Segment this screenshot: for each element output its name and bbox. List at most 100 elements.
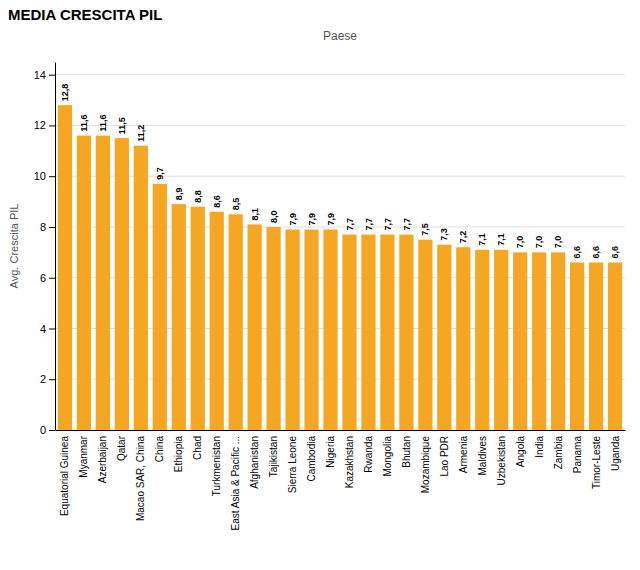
tick: Azerbaijan xyxy=(97,430,108,483)
axis-line xyxy=(55,63,56,431)
tick-label: Maldives xyxy=(477,436,488,475)
bar xyxy=(570,262,584,430)
tick: Qatar xyxy=(116,430,127,461)
tick: China xyxy=(154,430,165,462)
tick: Zambia xyxy=(553,430,564,469)
tick: Armenia xyxy=(458,430,469,473)
data-label: 8,0 xyxy=(269,210,279,223)
tick: Maldives xyxy=(477,430,488,475)
tick: Angola xyxy=(515,430,526,467)
tick-label: Rwanda xyxy=(363,436,374,473)
tick-label: Uzbekistan xyxy=(496,436,507,485)
data-label: 7,3 xyxy=(439,228,449,241)
tick-label: Lao PDR xyxy=(439,436,450,477)
tick-label: Cambodia xyxy=(306,436,317,482)
data-label: 7,1 xyxy=(477,233,487,246)
tick: 14 xyxy=(34,69,55,81)
tick: Tajikistan xyxy=(268,430,279,477)
bar xyxy=(77,136,91,430)
tick-mark xyxy=(49,227,55,228)
bar xyxy=(456,247,470,430)
tick: 0 xyxy=(40,424,55,436)
tick: Macao SAR, China xyxy=(135,430,146,521)
data-label: 8,8 xyxy=(193,190,203,203)
tick-label: Bhutan xyxy=(401,436,412,468)
tick: Ethiopia xyxy=(173,430,184,472)
tick-label: 10 xyxy=(34,170,46,182)
tick-label: India xyxy=(534,436,545,458)
tick-label: Chad xyxy=(192,436,203,460)
tick-label: Uganda xyxy=(610,436,621,471)
bar xyxy=(551,252,565,430)
data-label: 7,7 xyxy=(345,218,355,231)
tick: East Asia & Pacific ... xyxy=(230,430,241,530)
data-label: 8,6 xyxy=(212,195,222,208)
tick: Mozambique xyxy=(420,430,431,493)
tick-mark xyxy=(49,125,55,126)
bar xyxy=(304,230,318,430)
bar xyxy=(210,212,224,430)
tick-mark xyxy=(49,430,55,431)
tick: Bhutan xyxy=(401,430,412,468)
data-label: 7,0 xyxy=(515,236,525,249)
bar xyxy=(266,227,280,430)
tick: Equatorial Guinea xyxy=(59,430,70,516)
bar xyxy=(361,235,375,430)
data-label: 11,6 xyxy=(79,115,89,132)
tick-label: 14 xyxy=(34,69,46,81)
data-label: 6,6 xyxy=(572,246,582,259)
data-label: 8,5 xyxy=(231,198,241,211)
axis-line xyxy=(56,430,626,431)
tick: 12 xyxy=(34,119,55,131)
chart-container: MEDIA CRESCITA PIL02468101214Equatorial … xyxy=(0,0,640,570)
tick-label: Qatar xyxy=(116,435,127,461)
data-label: 7,7 xyxy=(383,218,393,231)
tick: 6 xyxy=(40,272,55,284)
data-label: 12,8 xyxy=(60,84,70,102)
tick-mark xyxy=(49,75,55,76)
plot-area: 0 2 4 6 8 10 12 14 Equatorial Guinea Myanmar Azerb… xyxy=(34,63,626,531)
bar xyxy=(437,245,451,430)
tick: Mongolia xyxy=(382,430,393,477)
bar xyxy=(608,262,622,430)
bar xyxy=(229,214,243,430)
bar xyxy=(589,262,603,430)
bar xyxy=(475,250,489,430)
tick: 2 xyxy=(40,373,55,385)
tick-label: 4 xyxy=(40,323,46,335)
tick-mark xyxy=(49,176,55,177)
tick-label: Myanmar xyxy=(78,435,89,477)
tick: Nigeria xyxy=(325,430,336,468)
data-label: 9,7 xyxy=(155,167,165,180)
bar xyxy=(342,235,356,430)
bar xyxy=(172,204,186,430)
tick-label: 6 xyxy=(40,272,46,284)
bar xyxy=(153,184,167,430)
tick-mark xyxy=(49,379,55,380)
tick-label: 8 xyxy=(40,221,46,233)
grid xyxy=(55,75,625,430)
tick: Lao PDR xyxy=(439,430,450,477)
tick-label: 2 xyxy=(40,373,46,385)
tick: Uzbekistan xyxy=(496,430,507,485)
bar xyxy=(399,235,413,430)
bar xyxy=(285,230,299,430)
data-labels: 12,811,611,611,511,29,78,98,88,68,58,18,… xyxy=(60,84,620,259)
data-label: 7,9 xyxy=(307,213,317,226)
tick-label: Timor-Leste xyxy=(591,436,602,489)
data-label: 7,7 xyxy=(364,218,374,231)
data-label: 11,2 xyxy=(136,125,146,142)
tick-label: Tajikistan xyxy=(268,436,279,477)
bar xyxy=(323,230,337,430)
tick: 4 xyxy=(40,323,55,335)
tick-label: Panama xyxy=(572,436,583,474)
tick: 10 xyxy=(34,170,55,182)
tick: Uganda xyxy=(610,430,621,471)
tick: Afghanistan xyxy=(249,430,260,489)
tick-label: Mongolia xyxy=(382,436,393,477)
tick-label: Sierra Leone xyxy=(287,436,298,494)
data-label: 6,6 xyxy=(610,246,620,259)
tick: Kazakhstan xyxy=(344,430,355,488)
tick-label: Zambia xyxy=(553,436,564,470)
data-label: 8,9 xyxy=(174,188,184,201)
